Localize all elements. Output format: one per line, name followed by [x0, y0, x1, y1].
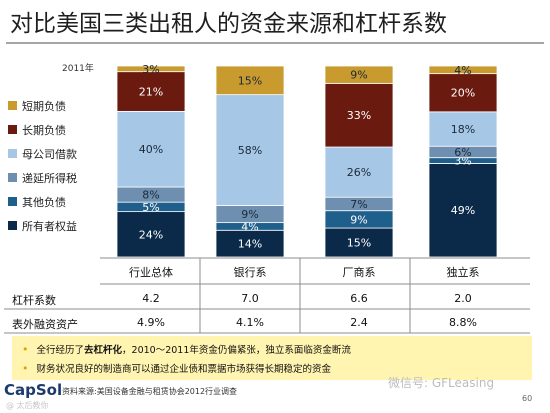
data-label: 5%	[142, 201, 159, 214]
legend-swatch	[8, 149, 17, 158]
bar-segment	[324, 82, 394, 148]
data-label: 18%	[451, 123, 475, 136]
data-label: 9%	[241, 208, 258, 221]
watermark-secondary: @ 太后教你	[6, 401, 49, 410]
bar-segment	[428, 73, 498, 113]
note-item: • 全行经历了去杠杆化，2010～2011年资金仍偏紧张，独立系面临资金断流	[22, 342, 351, 356]
bar-segment	[215, 65, 285, 96]
data-label: 9%	[350, 213, 367, 226]
bar-segment	[215, 94, 285, 206]
legend-label: 长期负债	[22, 124, 66, 137]
note-text: 全行经历了	[36, 345, 85, 356]
bar-segment	[428, 163, 498, 258]
legend-label: 其他负债	[22, 196, 66, 209]
data-label: 15%	[238, 74, 262, 87]
data-label: 9%	[350, 69, 367, 82]
data-label: 49%	[451, 204, 475, 217]
bullet-icon: •	[22, 343, 29, 356]
table-cell: 2.4	[350, 316, 368, 329]
note-text: ，2010～2011年资金仍偏紧张，独立系面临资金断流	[122, 345, 351, 356]
bar-segment	[324, 146, 394, 198]
category-label: 厂商系	[343, 265, 376, 279]
category-label: 行业总体	[129, 265, 173, 279]
legend-label: 母公司借款	[22, 148, 77, 161]
legend-swatch	[8, 125, 17, 134]
table-cell: 2.0	[454, 292, 472, 305]
legend-label: 递延所得税	[22, 172, 77, 185]
bar-segment	[116, 211, 186, 258]
bar-segment	[116, 71, 186, 112]
category-label: 独立系	[447, 265, 480, 279]
bullet-icon: •	[22, 362, 29, 375]
data-label: 40%	[139, 143, 163, 156]
bar-segment	[116, 65, 186, 73]
legend-swatch	[8, 221, 17, 230]
legend-swatch	[8, 173, 17, 182]
data-label: 58%	[238, 144, 262, 157]
notes-box: • 全行经历了去杠杆化，2010～2011年资金仍偏紧张，独立系面临资金断流 • 财…	[12, 336, 532, 380]
watermark: 微信号: GFLeasing	[388, 376, 495, 390]
year-label: 2011年	[62, 64, 94, 74]
title-divider	[6, 42, 544, 44]
table-cell: 4.2	[142, 292, 160, 305]
table-cell: 4.9%	[137, 316, 165, 329]
table-cell: 7.0	[241, 292, 259, 305]
legend-label: 短期负债	[22, 100, 66, 113]
legend-swatch	[8, 101, 17, 110]
legend-swatch	[8, 197, 17, 206]
data-label: 7%	[350, 198, 367, 211]
source-note: 资料来源:美国设备金融与租赁协会2012行业调查	[62, 387, 238, 396]
note-item: • 财务状况良好的制造商可以通过企业债和票据市场获得长期稳定的资金	[22, 361, 331, 375]
note-text: 财务状况良好的制造商可以通过企业债和票据市场获得长期稳定的资金	[36, 364, 332, 375]
data-label: 20%	[451, 87, 475, 100]
bar-segment	[116, 110, 186, 188]
table-cell: 6.6	[350, 292, 368, 305]
table-cell: 8.8%	[449, 316, 477, 329]
table-cell: 4.1%	[236, 316, 264, 329]
data-label: 21%	[139, 86, 163, 99]
data-label: 6%	[454, 146, 471, 159]
data-label: 33%	[347, 109, 371, 122]
bar-segment	[428, 65, 498, 75]
data-label: 26%	[347, 166, 371, 179]
data-label: 3%	[142, 63, 159, 76]
page-number: 60	[522, 394, 533, 403]
data-label: 4%	[241, 220, 258, 233]
data-label: 24%	[139, 228, 163, 241]
note-bold-text: 去杠杆化	[84, 345, 123, 356]
data-label: 14%	[238, 238, 262, 251]
data-label: 15%	[347, 237, 371, 250]
data-label: 4%	[454, 64, 471, 77]
logo: CapSol	[4, 381, 63, 399]
row-label-off-balance: 表外融资资产	[12, 318, 78, 331]
bar-segment	[324, 227, 394, 258]
legend-label: 所有者权益	[22, 220, 77, 233]
row-label-leverage: 杠杆系数	[12, 294, 56, 307]
category-label: 银行系	[234, 265, 267, 279]
page-title: 对比美国三类出租人的资金来源和杠杆系数	[10, 11, 447, 37]
data-label: 8%	[142, 189, 159, 202]
bar-segment	[324, 65, 394, 84]
